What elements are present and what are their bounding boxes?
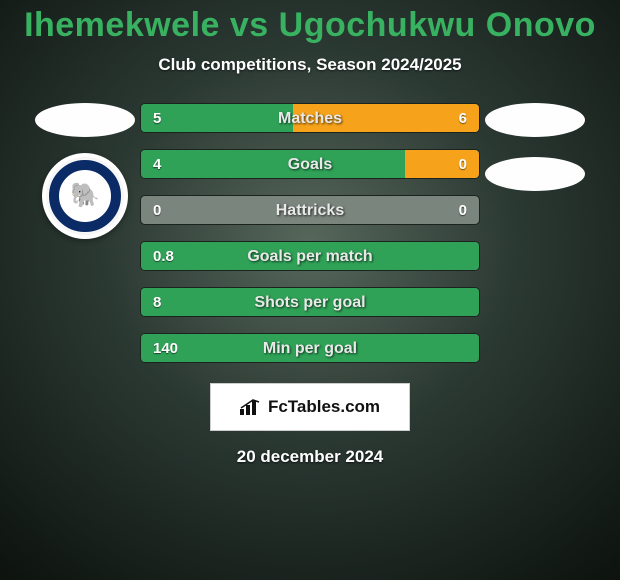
left-player-col: 🐘: [30, 103, 140, 239]
fctables-logo[interactable]: FcTables.com: [210, 383, 410, 431]
right-player-oval-top: [485, 103, 585, 137]
page-title: Ihemekwele vs Ugochukwu Onovo: [24, 6, 596, 45]
stat-bar: 40Goals: [140, 149, 480, 179]
stat-label: Goals: [141, 150, 479, 179]
subtitle: Club competitions, Season 2024/2025: [158, 55, 461, 75]
footer-date: 20 december 2024: [237, 447, 384, 467]
left-club-badge: 🐘: [42, 153, 128, 239]
right-player-oval-bottom: [485, 157, 585, 191]
stat-bar: 140Min per goal: [140, 333, 480, 363]
stat-bar: 00Hattricks: [140, 195, 480, 225]
stat-label: Hattricks: [141, 196, 479, 225]
comparison-card: Ihemekwele vs Ugochukwu Onovo Club compe…: [0, 0, 620, 580]
right-player-col: [480, 103, 590, 191]
logo-text: FcTables.com: [268, 397, 380, 417]
stat-label: Matches: [141, 104, 479, 133]
elephant-icon: 🐘: [70, 184, 100, 208]
stat-label: Shots per goal: [141, 288, 479, 317]
stat-bars: 56Matches 40Goals 00Hattricks 0.8Goals per …: [140, 103, 480, 363]
stat-label: Min per goal: [141, 334, 479, 363]
left-player-oval: [35, 103, 135, 137]
stat-bar: 8Shots per goal: [140, 287, 480, 317]
stat-label: Goals per match: [141, 242, 479, 271]
stat-bar: 0.8Goals per match: [140, 241, 480, 271]
bar-chart-icon: [240, 399, 262, 415]
stat-bar: 56Matches: [140, 103, 480, 133]
stats-area: 🐘 56Matches 40Goals 00Hattricks 0.8Goals pe…: [0, 103, 620, 363]
